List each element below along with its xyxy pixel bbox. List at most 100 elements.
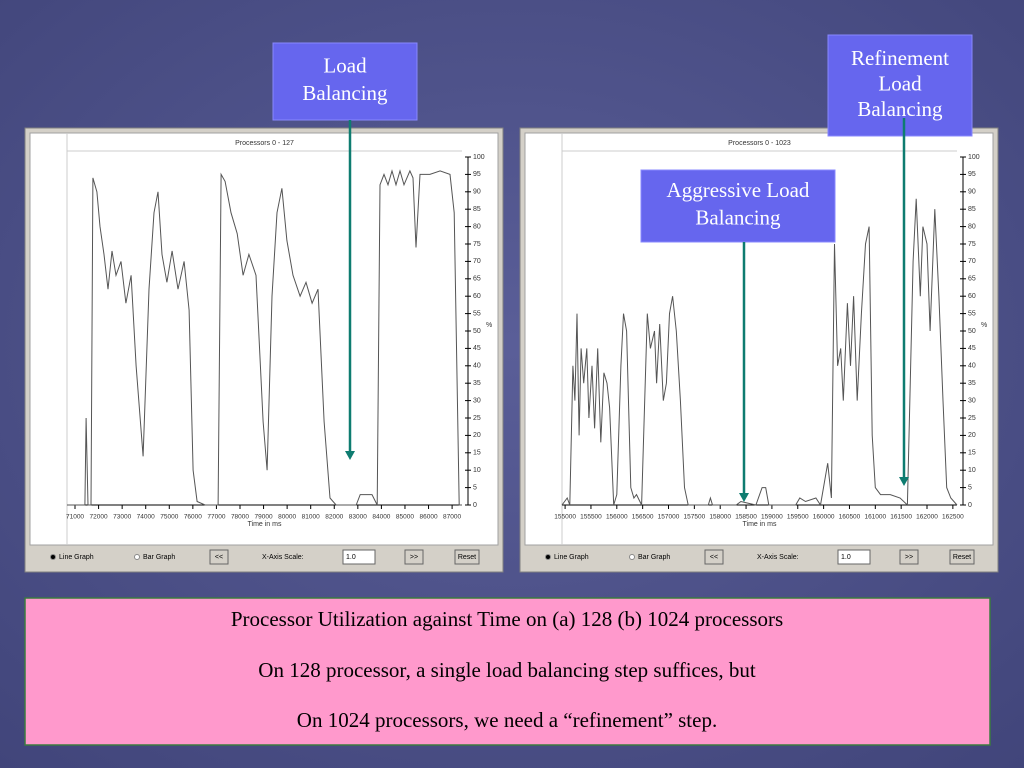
data-line <box>67 169 462 506</box>
y-tick-label: 65 <box>968 276 976 283</box>
y-tick-label: 25 <box>968 415 976 422</box>
x-tick-label: 72000 <box>90 514 108 521</box>
x-tick-label: 158500 <box>735 514 757 521</box>
y-tick-label: 25 <box>473 415 481 422</box>
radio-label[interactable]: Line Graph <box>59 554 94 561</box>
y-tick-label: 35 <box>473 380 481 387</box>
x-tick-label: 73000 <box>113 514 131 521</box>
radio-label[interactable]: Line Graph <box>554 554 589 561</box>
x-tick-label: 79000 <box>255 514 273 521</box>
button[interactable] <box>454 549 480 565</box>
x-tick-label: 155500 <box>580 514 602 521</box>
y-tick-label: 10 <box>473 467 481 474</box>
scale-input[interactable] <box>342 549 376 565</box>
y-tick-label: 55 <box>473 310 481 317</box>
x-tick-label: 82000 <box>325 514 343 521</box>
plot-background <box>29 132 499 546</box>
x-tick-label: 78000 <box>231 514 249 521</box>
y-tick-label: 85 <box>473 206 481 213</box>
x-tick-label: 157500 <box>684 514 706 521</box>
radio <box>134 554 140 560</box>
button[interactable] <box>209 549 229 565</box>
y-tick-label: 15 <box>968 450 976 457</box>
y-tick-label: 75 <box>473 241 481 248</box>
callout-text: Balancing <box>695 205 781 229</box>
radio <box>629 554 635 560</box>
caption-line: On 1024 processors, we need a “refinemen… <box>297 708 717 732</box>
y-tick-label: 65 <box>473 276 481 283</box>
y-tick-label: 45 <box>968 345 976 352</box>
x-tick-label: 76000 <box>184 514 202 521</box>
scale-value: 1.0 <box>346 554 356 561</box>
y-tick-label: 100 <box>968 154 980 161</box>
button[interactable] <box>404 549 424 565</box>
x-tick-label: 156500 <box>632 514 654 521</box>
y-tick-label: 45 <box>473 345 481 352</box>
y-axis-label: % <box>981 322 987 329</box>
x-tick-label: 83000 <box>349 514 367 521</box>
x-tick-label: 161000 <box>864 514 886 521</box>
y-tick-label: 90 <box>968 189 976 196</box>
arrow-head <box>345 451 355 460</box>
x-tick-label: 160000 <box>813 514 835 521</box>
x-tick-label: 157000 <box>658 514 680 521</box>
caption-line: Processor Utilization against Time on (a… <box>231 607 783 631</box>
button[interactable] <box>949 549 975 565</box>
y-tick-label: 10 <box>968 467 976 474</box>
x-tick-label: 162500 <box>942 514 964 521</box>
x-tick-label: 87000 <box>443 514 461 521</box>
y-tick-label: 30 <box>473 397 481 404</box>
scale-input[interactable] <box>837 549 871 565</box>
y-tick-label: 70 <box>473 258 481 265</box>
button-label: >> <box>905 554 913 561</box>
x-tick-label: 159500 <box>787 514 809 521</box>
callout-text: Balancing <box>857 97 943 121</box>
y-tick-label: 70 <box>968 258 976 265</box>
radio-label[interactable]: Bar Graph <box>638 554 670 561</box>
callout-text: Aggressive Load <box>667 178 810 202</box>
y-tick-label: 100 <box>473 154 485 161</box>
y-tick-label: 35 <box>968 380 976 387</box>
callout-text: Load <box>323 54 367 78</box>
y-tick-label: 0 <box>473 502 477 509</box>
radio-label[interactable]: Bar Graph <box>143 554 175 561</box>
y-tick-label: 20 <box>968 432 976 439</box>
button-label: << <box>215 554 223 561</box>
chart-title: Processors 0 - 1023 <box>728 140 791 147</box>
y-tick-label: 55 <box>968 310 976 317</box>
button[interactable] <box>704 549 724 565</box>
x-tick-label: 85000 <box>396 514 414 521</box>
x-tick-label: 160500 <box>839 514 861 521</box>
callout-box <box>827 34 973 137</box>
button[interactable] <box>899 549 919 565</box>
x-tick-label: 161500 <box>890 514 912 521</box>
callout-text: Load <box>878 71 922 95</box>
x-tick-label: 155000 <box>554 514 576 521</box>
y-tick-label: 40 <box>968 363 976 370</box>
x-tick-label: 80000 <box>278 514 296 521</box>
y-tick-label: 15 <box>473 450 481 457</box>
button-label: << <box>710 554 718 561</box>
y-tick-label: 60 <box>473 293 481 300</box>
button-label: >> <box>410 554 418 561</box>
x-tick-label: 162000 <box>916 514 938 521</box>
radio <box>50 554 56 560</box>
x-tick-label: 71000 <box>66 514 84 521</box>
data-line <box>561 198 958 507</box>
y-tick-label: 90 <box>473 189 481 196</box>
caption-box <box>24 597 991 746</box>
y-tick-label: 20 <box>473 432 481 439</box>
radio <box>545 554 551 560</box>
button-label: Reset <box>953 554 971 561</box>
y-tick-label: 0 <box>968 502 972 509</box>
y-tick-label: 50 <box>968 328 976 335</box>
x-tick-label: 74000 <box>137 514 155 521</box>
y-tick-label: 30 <box>968 397 976 404</box>
x-tick-label: 156000 <box>606 514 628 521</box>
button-label: Reset <box>458 554 476 561</box>
x-axis-label: Time in ms <box>743 521 777 528</box>
scale-label: X-Axis Scale: <box>262 554 304 561</box>
callout-box <box>272 42 418 121</box>
caption-line: On 128 processor, a single load balancin… <box>258 658 756 682</box>
